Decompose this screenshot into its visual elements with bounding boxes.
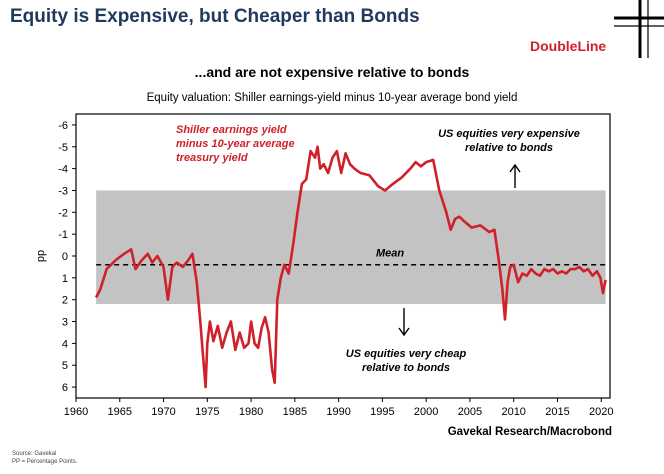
- doubleline-logo: DoubleLine: [530, 38, 607, 54]
- logo-grid-graphic: [614, 0, 664, 58]
- x-tick-label: 2000: [414, 406, 438, 418]
- x-tick-label: 1980: [239, 406, 263, 418]
- down-arrow-head: [398, 327, 410, 337]
- x-tick-label: 1960: [64, 406, 88, 418]
- expensive-annotation-line: relative to bonds: [465, 142, 553, 154]
- y-tick-label: 1: [62, 273, 68, 285]
- x-tick-label: 1995: [370, 406, 394, 418]
- x-tick-label: 1975: [195, 406, 219, 418]
- series-annotation-line: minus 10-year average: [176, 138, 295, 150]
- x-tick-label: 2010: [501, 406, 525, 418]
- x-tick-label: 1970: [151, 406, 175, 418]
- cheap-annotation-line: US equities very cheap: [346, 348, 467, 360]
- valuation-band: [96, 190, 606, 305]
- series-annotation-line: Shiller earnings yield: [176, 124, 287, 136]
- source-note: Source: Gavekal: [12, 451, 57, 457]
- y-tick-label: 2: [62, 295, 68, 307]
- x-tick-label: 1965: [108, 406, 132, 418]
- expensive-annotation-line: US equities very expensive: [438, 128, 580, 140]
- chart-subtitle: Equity valuation: Shiller earnings-yield…: [146, 92, 518, 104]
- y-axis-label: pp: [35, 250, 47, 262]
- x-tick-label: 1985: [283, 406, 307, 418]
- pp-note: PP = Percentage Points.: [12, 459, 78, 465]
- y-tick-label: 5: [62, 360, 68, 372]
- y-tick-label: 6: [62, 382, 68, 394]
- series-line-0: [94, 145, 607, 389]
- y-tick-label: -1: [58, 229, 68, 241]
- up-arrow-head: [509, 163, 521, 173]
- y-tick-label: -2: [58, 207, 68, 219]
- chart-credit: Gavekal Research/Macrobond: [447, 426, 612, 438]
- x-tick-label: 2005: [458, 406, 482, 418]
- footnotes: Source: Gavekal PP = Percentage Points.: [12, 450, 77, 466]
- series-annotation-line: treasury yield: [176, 152, 248, 164]
- x-tick-label: 2020: [589, 406, 613, 418]
- y-tick-label: 0: [62, 251, 68, 263]
- y-tick-label: -4: [58, 164, 68, 176]
- chart-title: ...and are not expensive relative to bon…: [194, 64, 470, 80]
- y-tick-label: -5: [58, 142, 68, 154]
- y-tick-label: 4: [62, 338, 68, 350]
- y-tick-label: -3: [58, 185, 68, 197]
- x-tick-label: 1990: [326, 406, 350, 418]
- x-tick-label: 2015: [545, 406, 569, 418]
- mean-label: Mean: [376, 248, 404, 260]
- y-tick-label: 3: [62, 317, 68, 329]
- page-title: Equity is Expensive, but Cheaper than Bo…: [10, 6, 420, 27]
- y-tick-label: -6: [58, 120, 68, 132]
- cheap-annotation-line: relative to bonds: [362, 362, 450, 374]
